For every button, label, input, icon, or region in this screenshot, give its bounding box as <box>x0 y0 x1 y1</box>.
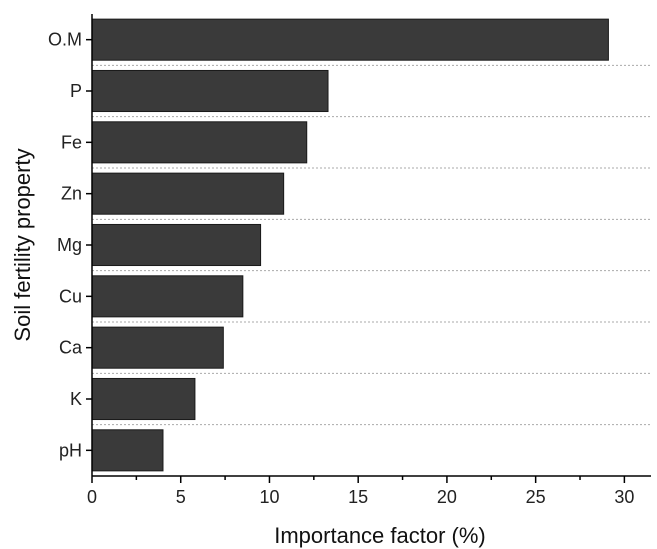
y-axis-title: Soil fertility property <box>10 148 35 341</box>
x-tick-label: 30 <box>614 487 634 507</box>
bar-ph <box>91 429 164 472</box>
y-tick-label: Ca <box>59 338 83 358</box>
bar-zn <box>91 172 285 215</box>
grid-layer <box>92 64 651 426</box>
y-tick-label: pH <box>59 440 82 460</box>
y-tick-label: K <box>70 389 82 409</box>
bar-p <box>91 69 329 113</box>
ticks-layer: O.M P Fe Zn Mg Cu Ca KpH 0 5 10 15 20 25 30 <box>48 30 634 507</box>
bar-fe <box>91 121 308 164</box>
bars-layer <box>91 18 609 472</box>
x-tick-label: 20 <box>437 487 457 507</box>
y-tick-label: P <box>70 81 82 101</box>
x-tick-label: 10 <box>259 487 279 507</box>
x-tick-label: 25 <box>526 487 546 507</box>
x-tick-label: 15 <box>348 487 368 507</box>
x-tick-label: 0 <box>87 487 97 507</box>
bar-mg <box>91 223 262 267</box>
bar-ca <box>91 326 224 369</box>
y-tick-label: O.M <box>48 30 82 50</box>
y-tick-label: Cu <box>59 286 82 306</box>
x-axis-title: Importance factor (%) <box>274 523 486 548</box>
bar-o-m <box>91 18 609 61</box>
x-tick-label: 5 <box>176 487 186 507</box>
y-tick-label: Fe <box>61 132 82 152</box>
bar-cu <box>91 275 244 318</box>
y-tick-label: Mg <box>57 235 82 255</box>
bar-k <box>91 377 196 421</box>
y-tick-label: Zn <box>61 184 82 204</box>
